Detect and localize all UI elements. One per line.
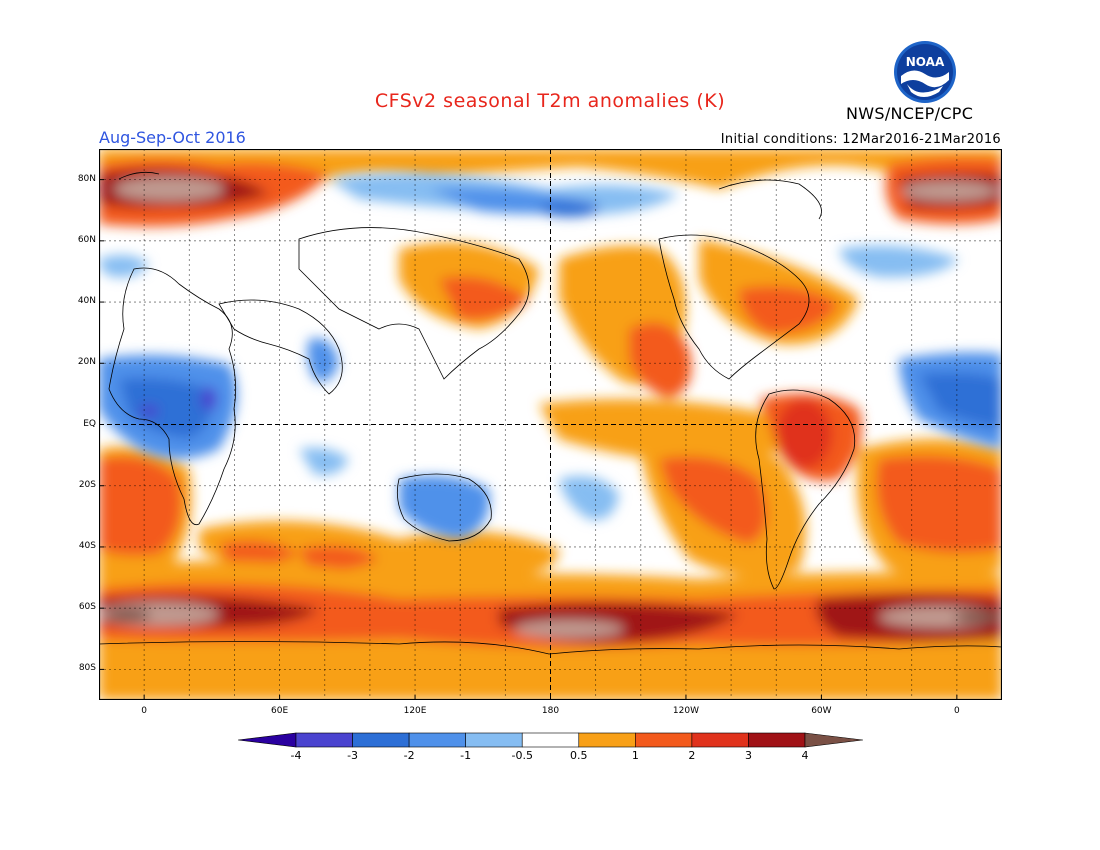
colorbar-label: 0.5 xyxy=(570,749,588,762)
colorbar-segment xyxy=(465,732,523,748)
lon-label: 60W xyxy=(811,706,832,716)
colorbar-segment xyxy=(352,732,410,748)
coastlines xyxy=(99,171,1002,655)
colorbar-segment xyxy=(521,732,580,748)
lat-label: EQ xyxy=(83,418,96,429)
chart-title: CFSv2 seasonal T2m anomalies (K) xyxy=(374,90,726,112)
lat-label: 20N xyxy=(77,357,96,368)
lat-label: 40N xyxy=(77,296,96,307)
colorbar-label: -1 xyxy=(460,749,471,762)
lat-label: 60S xyxy=(78,602,96,613)
season-label: Aug-Sep-Oct 2016 xyxy=(99,128,246,147)
colorbar-label: -2 xyxy=(404,749,415,762)
anomaly-map xyxy=(99,149,1002,700)
colorbar-segment xyxy=(804,732,863,748)
colorbar-label: -4 xyxy=(291,749,302,762)
colorbar-segment xyxy=(691,732,749,748)
colorbar-segment xyxy=(748,732,806,748)
colorbar-segment xyxy=(238,732,297,748)
lon-label: 120W xyxy=(672,706,699,716)
colorbar-label: -0.5 xyxy=(511,749,532,762)
lat-label: 40S xyxy=(78,540,96,551)
colorbar-segment xyxy=(635,732,693,748)
lon-label: 0 xyxy=(141,706,147,716)
colorbar: -4 -3 -2 -1 -0.5 0.5 1 2 3 4 xyxy=(238,732,863,762)
lat-label: 80S xyxy=(78,663,96,674)
lat-label: 20S xyxy=(78,479,96,490)
lat-label: 60N xyxy=(77,234,96,245)
lon-label: 120E xyxy=(403,706,427,716)
logo-text: NOAA xyxy=(906,55,945,69)
colorbar-label: 4 xyxy=(802,749,809,762)
colorbar-label: 3 xyxy=(745,749,752,762)
colorbar-label: 2 xyxy=(688,749,695,762)
lon-label: 180 xyxy=(541,706,560,716)
lon-label: 60E xyxy=(271,706,289,716)
lon-label: 0 xyxy=(953,706,960,716)
initial-conditions-label: Initial conditions: 12Mar2016-21Mar2016 xyxy=(720,132,1001,147)
agency-label: NWS/NCEP/CPC xyxy=(846,104,974,123)
lat-label: 80N xyxy=(77,173,96,184)
colorbar-label: 1 xyxy=(632,749,639,762)
colorbar-label: -3 xyxy=(347,749,358,762)
colorbar-segment xyxy=(408,732,466,748)
anomaly-australia xyxy=(399,475,490,539)
anomaly-arctic-band xyxy=(99,149,1002,219)
noaa-logo-icon: NOAA xyxy=(894,41,956,103)
colorbar-segment xyxy=(578,732,636,748)
colorbar-segment xyxy=(295,732,353,748)
